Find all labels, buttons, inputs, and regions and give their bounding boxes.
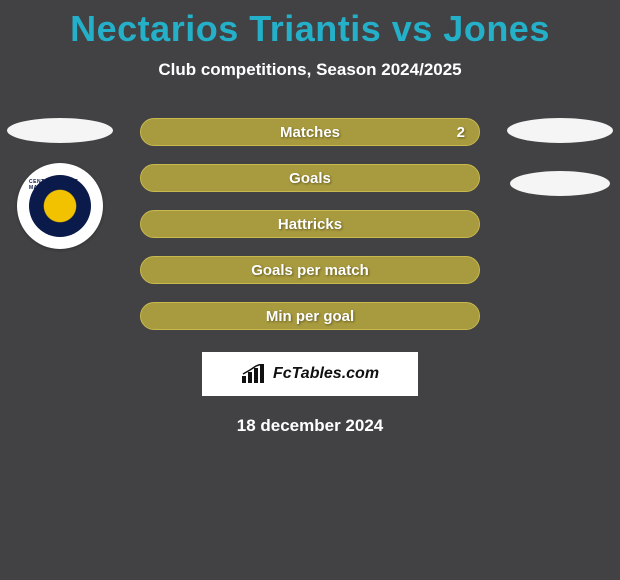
brand-text: FcTables.com [273,365,379,383]
team-badge-left: CENTRAL COAST MARINERS [17,163,103,249]
stat-bars: Matches 2 Goals Hattricks Goals per matc… [140,118,480,330]
date-label: 18 december 2024 [0,416,620,436]
right-player-column [500,118,620,196]
mariners-crest-icon: CENTRAL COAST MARINERS [29,175,91,237]
right-value-ellipse-2 [510,171,610,196]
stat-bar-hattricks: Hattricks [140,210,480,238]
stat-label: Matches [280,124,340,141]
stat-bar-goals: Goals [140,164,480,192]
comparison-chart: CENTRAL COAST MARINERS Matches 2 Goals H… [0,118,620,330]
page-title: Nectarios Triantis vs Jones [0,0,620,50]
stat-bar-goals-per-match: Goals per match [140,256,480,284]
right-value-ellipse-1 [507,118,613,143]
left-player-column: CENTRAL COAST MARINERS [0,118,120,249]
stat-label: Min per goal [266,308,354,325]
brand-footer: FcTables.com [202,352,418,396]
stat-label: Goals per match [251,262,369,279]
stat-label: Goals [289,170,331,187]
bar-chart-icon [241,364,267,384]
stat-bar-min-per-goal: Min per goal [140,302,480,330]
stat-bar-matches: Matches 2 [140,118,480,146]
stat-value: 2 [457,124,465,141]
infographic-root: Nectarios Triantis vs Jones Club competi… [0,0,620,580]
left-value-ellipse-1 [7,118,113,143]
subtitle: Club competitions, Season 2024/2025 [0,60,620,80]
stat-label: Hattricks [278,216,342,233]
